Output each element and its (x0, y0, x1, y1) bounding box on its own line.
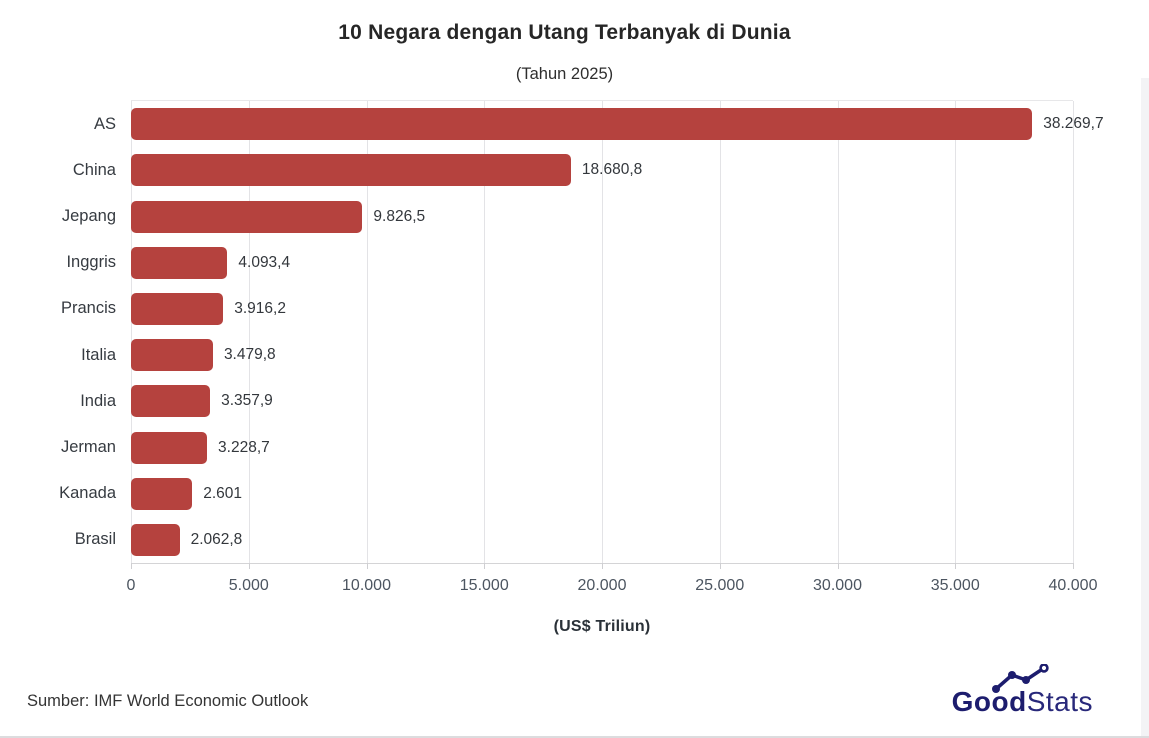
gridline-15000 (484, 101, 486, 563)
gridline-5000 (248, 101, 250, 563)
bar-rows: AS 38.269,7 China 18.680,8 Jepang 9.826,5 Ingg… (59, 101, 1104, 563)
bar-row-jepang: Jepang 9.826,5 (62, 193, 1073, 239)
bar-row-india: India 3.357,9 (80, 378, 1073, 424)
tick-label-15000: 15.000 (459, 577, 509, 594)
category-label: Prancis (60, 299, 116, 318)
value-label: 18.680,8 (581, 161, 643, 179)
scrollbar[interactable] (1141, 78, 1149, 738)
category-label: Kanada (59, 484, 116, 503)
value-label: 3.357,9 (221, 392, 273, 410)
bar (131, 385, 211, 418)
bar-row-prancis: Prancis 3.916,2 (61, 286, 1073, 332)
gridline-0 (131, 101, 132, 563)
category-label: Jerman (60, 438, 116, 457)
bar (131, 154, 571, 187)
bar (131, 431, 208, 464)
value-label: 9.826,5 (373, 207, 426, 225)
tick-mark-5000 (248, 563, 250, 569)
bar (131, 246, 228, 279)
tick-label-20000: 20.000 (577, 577, 627, 594)
value-label: 3.916,2 (234, 299, 286, 317)
tick-mark-20000 (602, 563, 603, 569)
window-bottom-edge (0, 736, 1149, 738)
bar (131, 339, 213, 372)
gridline-20000 (602, 101, 603, 563)
bar (131, 200, 363, 233)
tick-mark-0 (131, 563, 132, 569)
tick-mark-10000 (366, 563, 368, 569)
bar (131, 477, 193, 510)
gridline-25000 (719, 101, 721, 563)
category-label: Brasil (74, 530, 116, 549)
category-label: Jepang (61, 207, 116, 225)
bar-row-italia: Italia 3.479,8 (81, 332, 1073, 378)
tick-mark-30000 (837, 563, 839, 569)
bar (131, 523, 180, 556)
tick-label-25000: 25.000 (695, 577, 745, 594)
tick-mark-35000 (955, 563, 957, 569)
bar (131, 108, 1033, 141)
value-label: 3.228,7 (218, 438, 270, 456)
bar-chart-plot-area: AS 38.269,7 China 18.680,8 Jepang 9.826,5 Ingg… (59, 100, 1104, 635)
gridline-10000 (366, 101, 368, 563)
tick-mark-15000 (484, 563, 486, 569)
gridline-35000 (955, 101, 957, 563)
tick-label-10000: 10.000 (342, 577, 391, 594)
category-label: Italia (81, 345, 116, 364)
bar-row-kanada: Kanada 2.601 (59, 471, 1073, 517)
gridline-40000 (1073, 101, 1074, 563)
tick-label-0: 0 (126, 577, 136, 594)
bar-row-china: China 18.680,8 (73, 147, 1073, 193)
category-label: AS (93, 114, 116, 133)
chart-subtitle: (Tahun 2025) (515, 65, 614, 83)
tick-label-40000: 40.000 (1048, 577, 1098, 594)
line-chart-icon (991, 664, 1049, 693)
value-label: 2.601 (203, 484, 243, 502)
category-label: China (72, 160, 116, 179)
bar-row-inggris: Inggris 4.093,4 (66, 240, 1073, 286)
tick-mark-25000 (719, 563, 721, 569)
category-label: Inggris (66, 253, 116, 272)
x-axis-title: (US$ Triliun) (553, 618, 651, 635)
tick-label-30000: 30.000 (813, 577, 862, 594)
gridline-30000 (837, 101, 839, 563)
bar-row-brasil: Brasil 2.062,8 (75, 517, 1073, 563)
tick-mark-40000 (1073, 563, 1074, 569)
bar-row-jerman: Jerman 3.228,7 (61, 424, 1073, 470)
bar-row-as: AS 38.269,7 (94, 101, 1104, 147)
value-label: 2.062,8 (190, 530, 243, 548)
bar (131, 292, 224, 325)
tick-label-35000: 35.000 (930, 577, 980, 594)
category-label: India (80, 391, 116, 410)
logo-text-stats: Stats (1026, 686, 1093, 717)
value-label: 3.479,8 (223, 346, 276, 364)
value-label: 4.093,4 (238, 253, 291, 271)
goodstats-logo: GoodStats (951, 664, 1093, 717)
page-title: 10 Negara dengan Utang Terbanyak di Duni… (338, 21, 791, 44)
source-caption: Sumber: IMF World Economic Outlook (27, 692, 309, 710)
value-label: 38.269,7 (1043, 115, 1104, 133)
tick-label-5000: 5.000 (228, 577, 269, 594)
logo-text-good: Good (951, 686, 1027, 717)
